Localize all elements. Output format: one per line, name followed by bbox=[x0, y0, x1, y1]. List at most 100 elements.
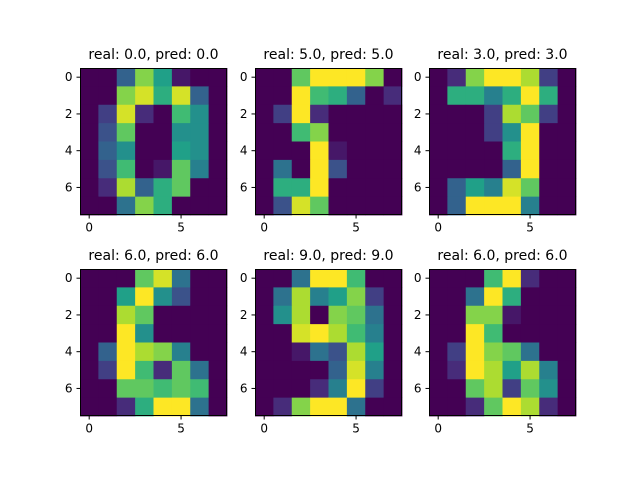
pixel-cell bbox=[328, 342, 348, 362]
pixel-cell bbox=[502, 305, 522, 325]
pixel-cell bbox=[135, 324, 154, 343]
pixel-cell bbox=[116, 360, 136, 380]
pixel-cell bbox=[116, 324, 136, 343]
pixel-cell bbox=[98, 141, 118, 161]
pixel-cell bbox=[80, 287, 99, 307]
y-tick-label: 2 bbox=[240, 308, 248, 322]
pixel-cell bbox=[520, 86, 540, 106]
pixel-cell bbox=[171, 141, 191, 161]
pixel-cell bbox=[171, 159, 191, 179]
pixel-cell bbox=[429, 178, 448, 198]
pixel-cell bbox=[447, 68, 467, 87]
pixel-cell bbox=[520, 68, 540, 87]
pixel-cell bbox=[346, 141, 366, 161]
pixel-cell bbox=[520, 104, 540, 124]
pixel-cell bbox=[80, 104, 99, 124]
pixel-cell bbox=[465, 342, 485, 362]
pixel-cell bbox=[80, 305, 99, 325]
pixel-cell bbox=[273, 86, 293, 106]
pixel-cell bbox=[484, 104, 503, 124]
pixel-cell bbox=[255, 86, 274, 106]
pixel-cell bbox=[365, 141, 385, 161]
pixel-cell bbox=[520, 342, 540, 362]
pixel-cell bbox=[255, 360, 274, 380]
pixel-cell bbox=[80, 196, 99, 216]
pixel-cell bbox=[465, 360, 485, 380]
pixel-cell bbox=[447, 269, 467, 288]
pixel-cell bbox=[291, 86, 311, 106]
pixel-cell bbox=[273, 342, 293, 362]
pixel-cell bbox=[520, 141, 540, 161]
pixel-cell bbox=[80, 397, 99, 417]
pixel-cell bbox=[208, 305, 228, 325]
pixel-cell bbox=[484, 123, 503, 142]
pixel-cell bbox=[98, 104, 118, 124]
pixel-cell bbox=[465, 397, 485, 417]
pixel-cell bbox=[328, 360, 348, 380]
pixel-cell bbox=[328, 269, 348, 288]
pixel-cell bbox=[465, 159, 485, 179]
x-tick-label: 5 bbox=[352, 221, 360, 235]
pixel-cell bbox=[208, 104, 228, 124]
pixel-cell bbox=[291, 196, 311, 216]
pixel-cell bbox=[429, 324, 448, 343]
pixel-cell bbox=[447, 159, 467, 179]
y-tick-label: 4 bbox=[240, 345, 248, 359]
pixel-cell bbox=[328, 104, 348, 124]
pixel-cell bbox=[465, 86, 485, 106]
pixel-cell bbox=[273, 360, 293, 380]
pixel-cell bbox=[447, 287, 467, 307]
pixel-cell bbox=[502, 269, 522, 288]
pixel-cell bbox=[208, 68, 228, 87]
pixel-cell bbox=[502, 104, 522, 124]
pixel-cell bbox=[135, 86, 154, 106]
pixel-cell bbox=[291, 141, 311, 161]
pixel-cell bbox=[539, 287, 559, 307]
pixel-cell bbox=[328, 196, 348, 216]
pixel-cell bbox=[346, 178, 366, 198]
pixel-cell bbox=[429, 159, 448, 179]
pixel-cell bbox=[447, 123, 467, 142]
pixel-cell bbox=[429, 68, 448, 87]
pixel-cell bbox=[171, 104, 191, 124]
pixel-cell bbox=[383, 123, 403, 142]
pixel-cell bbox=[429, 269, 448, 288]
pixel-cell bbox=[328, 141, 348, 161]
pixel-cell bbox=[80, 178, 99, 198]
pixel-cell bbox=[383, 68, 403, 87]
pixel-cell bbox=[557, 397, 577, 417]
pixel-cell bbox=[135, 123, 154, 142]
pixel-cell bbox=[365, 305, 385, 325]
pixel-cell bbox=[557, 287, 577, 307]
pixel-cell bbox=[328, 86, 348, 106]
pixel-cell bbox=[328, 305, 348, 325]
pixel-cell bbox=[255, 196, 274, 216]
pixel-cell bbox=[98, 68, 118, 87]
pixel-cell bbox=[465, 196, 485, 216]
pixel-cell bbox=[346, 123, 366, 142]
pixel-cell bbox=[190, 287, 210, 307]
pixel-cell bbox=[98, 86, 118, 106]
pixel-cell bbox=[310, 159, 329, 179]
pixel-cell bbox=[365, 104, 385, 124]
y-tick-label: 6 bbox=[65, 180, 73, 194]
pixel-cell bbox=[135, 360, 154, 380]
pixel-cell bbox=[310, 379, 329, 399]
y-tick-label: 2 bbox=[240, 107, 248, 121]
pixel-cell bbox=[135, 104, 154, 124]
pixel-cell bbox=[383, 86, 403, 106]
pixel-cell bbox=[429, 141, 448, 161]
pixel-cell bbox=[383, 196, 403, 216]
x-tick-label: 0 bbox=[434, 221, 442, 235]
subplot-panel: real: 6.0, pred: 6.0 0 5 0 2 4 6 bbox=[65, 248, 228, 436]
pixel-cell bbox=[208, 342, 228, 362]
pixel-cell bbox=[520, 360, 540, 380]
pixel-cell bbox=[98, 269, 118, 288]
pixel-cell bbox=[520, 196, 540, 216]
pixel-cell bbox=[80, 86, 99, 106]
pixel-cell bbox=[484, 68, 503, 87]
pixel-cell bbox=[383, 159, 403, 179]
pixel-cell bbox=[80, 141, 99, 161]
pixel-cell bbox=[310, 123, 329, 142]
